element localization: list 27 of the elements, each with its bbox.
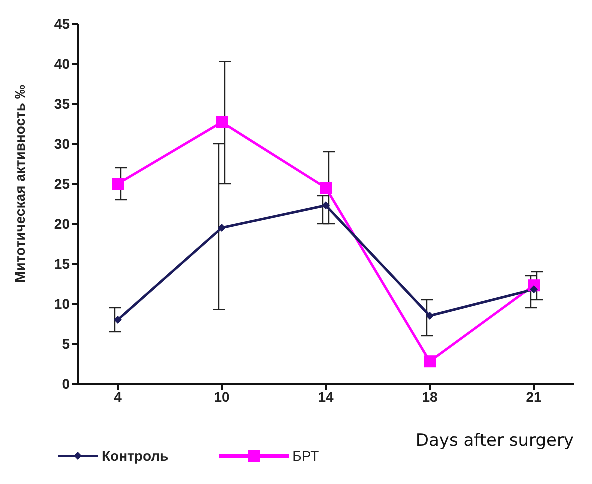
legend-label: БРТ (292, 448, 320, 464)
y-tick-label: 30 (54, 136, 70, 152)
y-tick-label: 15 (54, 256, 70, 272)
x-tick-label: 4 (114, 388, 122, 405)
y-tick-label: 45 (54, 16, 70, 32)
y-tick-label: 5 (62, 336, 70, 352)
point (112, 178, 124, 190)
y-tick-label: 10 (54, 296, 70, 312)
point (218, 224, 226, 232)
x-tick-label: 10 (214, 388, 230, 405)
y-tick-label: 40 (54, 56, 70, 72)
point (322, 202, 330, 210)
y-tick-label: 20 (54, 216, 70, 232)
y-tick-label: 0 (62, 376, 70, 392)
point (114, 316, 122, 324)
y-axis-title: Митотическая активность ‰ (12, 85, 28, 283)
legend-label: Контроль (102, 448, 169, 464)
x-axis-title: Days after surgery (416, 431, 574, 451)
y-tick-label: 25 (54, 176, 70, 192)
x-tick-label: 21 (526, 388, 542, 405)
y-tick-label: 35 (54, 96, 70, 112)
point (216, 116, 228, 128)
point (424, 356, 436, 368)
x-tick-label: 18 (422, 388, 438, 405)
x-tick-label: 14 (318, 388, 334, 405)
point (320, 182, 332, 194)
point (426, 312, 434, 320)
